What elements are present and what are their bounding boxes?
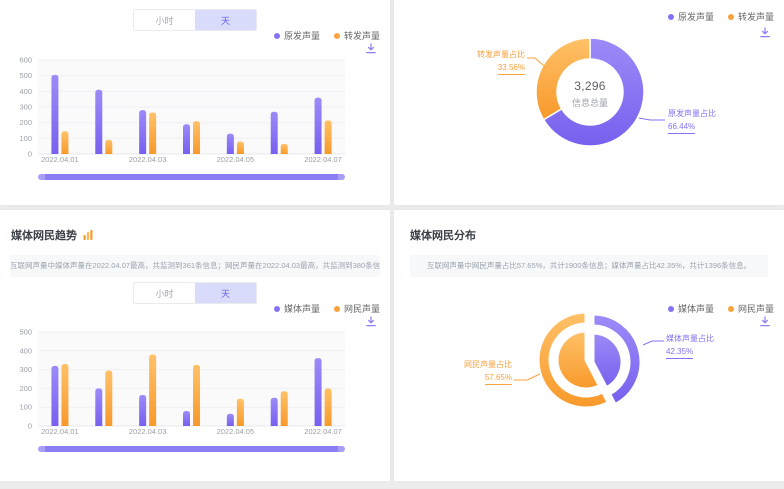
media-netizen-pie-chart[interactable] [394, 210, 784, 481]
svg-text:2022.04.07: 2022.04.07 [304, 427, 342, 436]
netizen-share-label: 网民声量占比 57.65% [432, 358, 512, 385]
svg-text:600: 600 [19, 56, 32, 65]
svg-text:2022.04.05: 2022.04.05 [217, 155, 255, 164]
svg-text:0: 0 [28, 150, 32, 159]
toggle-day-button[interactable]: 天 [195, 10, 256, 30]
svg-text:500: 500 [19, 328, 32, 337]
info-total-donut-chart[interactable] [394, 0, 784, 205]
svg-text:400: 400 [19, 87, 32, 96]
legend-dot-purple [667, 13, 674, 20]
time-granularity-toggle: 小时 天 [133, 9, 257, 31]
svg-text:200: 200 [19, 118, 32, 127]
legend-dot-orange [727, 13, 734, 20]
legend-label: 媒体声量 [677, 304, 714, 314]
panel-title-text: 媒体网民趋势 [11, 230, 77, 242]
svg-text:300: 300 [19, 365, 32, 374]
distribution-summary-text: 互联网声量中网民声量占比57.65%，共计1900条信息；媒体声量占比42.35… [410, 255, 768, 277]
legend-label: 原发声量 [677, 12, 714, 22]
legend-dot-orange [333, 32, 340, 39]
legend: 原发声量 转发声量 [273, 29, 380, 42]
svg-text:2022.04.05: 2022.04.05 [217, 427, 255, 436]
svg-text:2022.04.01: 2022.04.01 [41, 427, 79, 436]
legend-dot-orange [333, 305, 340, 312]
datazoom-slider[interactable] [38, 446, 345, 452]
legend-item-repost[interactable]: 转发声量 [727, 10, 774, 23]
legend-item-repost[interactable]: 转发声量 [333, 29, 380, 42]
legend: 媒体声量 网民声量 [667, 302, 774, 315]
svg-text:2022.04.07: 2022.04.07 [304, 155, 342, 164]
legend-item-original[interactable]: 原发声量 [667, 10, 714, 23]
legend-item-netizen[interactable]: 网民声量 [333, 302, 380, 315]
toggle-hour-button[interactable]: 小时 [134, 283, 195, 303]
panel-volume-distribution: 原发声量 转发声量 3,296 信息总量 转发声量占比 33.56% 原发声量占… [394, 0, 784, 205]
svg-text:200: 200 [19, 384, 32, 393]
time-granularity-toggle: 小时 天 [133, 282, 257, 304]
svg-text:500: 500 [19, 71, 32, 80]
media-share-label: 媒体声量占比 42.35% [666, 332, 746, 359]
legend-dot-purple [273, 32, 280, 39]
volume-trend-bar-chart[interactable]: 0 100 200 300 400 500 600 2022.04.01 2022.04.03 2… [0, 50, 390, 172]
svg-text:100: 100 [19, 403, 32, 412]
svg-text:2022.04.01: 2022.04.01 [41, 155, 79, 164]
legend-label: 转发声量 [737, 12, 774, 22]
panel-volume-trend: 小时 天 原发声量 转发声量 0 100 200 300 400 500 600 2022.0… [0, 0, 390, 205]
original-share-label: 原发声量占比 66.44% [668, 107, 748, 134]
legend: 原发声量 转发声量 [667, 10, 774, 23]
toggle-day-button[interactable]: 天 [195, 283, 256, 303]
svg-text:2022.04.03: 2022.04.03 [129, 427, 167, 436]
legend-label: 转发声量 [343, 31, 380, 41]
legend-item-media[interactable]: 媒体声量 [273, 302, 320, 315]
media-netizen-bar-chart[interactable]: 0 100 200 300 400 500 2022.04.01 2022.04.03 2022… [0, 322, 390, 444]
download-image-icon[interactable] [759, 316, 771, 328]
legend-item-original[interactable]: 原发声量 [273, 29, 320, 42]
legend-dot-purple [273, 305, 280, 312]
legend-item-netizen[interactable]: 网民声量 [727, 302, 774, 315]
legend-label: 媒体声量 [283, 304, 320, 314]
legend-label: 网民声量 [343, 304, 380, 314]
bar-chart-icon [83, 230, 93, 240]
legend-label: 网民声量 [737, 304, 774, 314]
total-info-label: 信息总量 [571, 98, 608, 108]
panel-media-distribution: 媒体网民分布 互联网声量中网民声量占比57.65%，共计1900条信息；媒体声量… [394, 210, 784, 481]
datazoom-slider[interactable] [38, 174, 345, 180]
legend-label: 原发声量 [283, 31, 320, 41]
panel-title: 媒体网民分布 [410, 227, 476, 243]
svg-text:0: 0 [28, 422, 32, 431]
svg-text:300: 300 [19, 103, 32, 112]
download-image-icon[interactable] [759, 27, 771, 39]
trend-summary-text: 互联网声量中媒体声量在2022.04.07最高，共监测到361条信息；网民声量在… [10, 255, 380, 277]
svg-text:2022.04.03: 2022.04.03 [129, 155, 167, 164]
legend: 媒体声量 网民声量 [273, 302, 380, 315]
download-image-icon[interactable] [365, 43, 377, 55]
total-info-value: 3,296 [574, 79, 606, 93]
legend-item-media[interactable]: 媒体声量 [667, 302, 714, 315]
repost-share-label: 转发声量占比 33.56% [445, 48, 525, 75]
toggle-hour-button[interactable]: 小时 [134, 10, 195, 30]
legend-dot-orange [727, 305, 734, 312]
svg-text:400: 400 [19, 346, 32, 355]
panel-title: 媒体网民趋势 [11, 227, 94, 243]
legend-dot-purple [667, 305, 674, 312]
panel-media-trend: 媒体网民趋势 互联网声量中媒体声量在2022.04.07最高，共监测到361条信… [0, 210, 390, 481]
download-image-icon[interactable] [365, 316, 377, 328]
svg-text:100: 100 [19, 134, 32, 143]
panel-title-text: 媒体网民分布 [410, 230, 476, 242]
donut-center-text: 3,296 信息总量 [540, 79, 640, 109]
